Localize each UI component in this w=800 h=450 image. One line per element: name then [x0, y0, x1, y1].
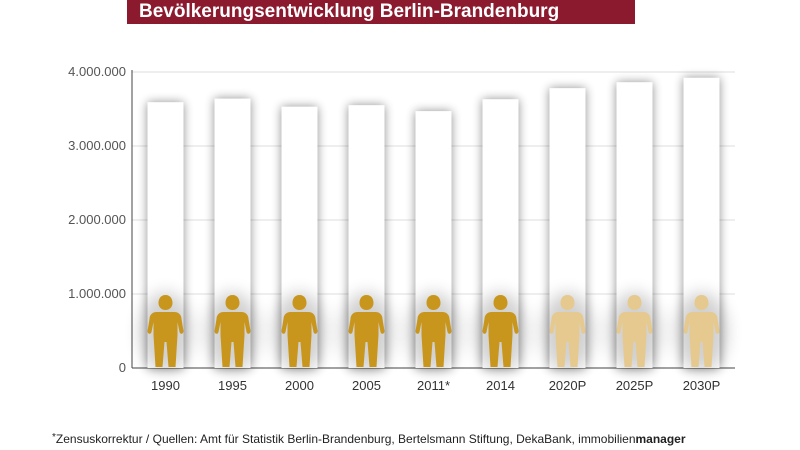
x-tick-label: 1990: [151, 378, 180, 393]
x-tick-label: 2000: [285, 378, 314, 393]
x-tick-label: 2030P: [683, 378, 721, 393]
y-tick-label: 1.000.000: [68, 286, 126, 301]
person-figure-icon: [214, 295, 251, 367]
x-tick-label: 2014: [486, 378, 515, 393]
person-figure-icon: [281, 295, 318, 367]
population-chart: 0 1.000.000 2.000.000 3.000.000 4.000.000 19…: [68, 64, 735, 393]
footnote-brand: manager: [635, 432, 686, 446]
bars: [139, 77, 728, 372]
chart-title: Bevölkerungsentwicklung Berlin-Brandenbu…: [127, 0, 635, 24]
x-tick-label: 2025P: [616, 378, 654, 393]
person-figure-icon: [616, 295, 653, 367]
person-figure-icon: [415, 295, 452, 367]
person-figure-icon: [482, 295, 519, 367]
person-figure-icon: [683, 295, 720, 367]
y-tick-label: 3.000.000: [68, 138, 126, 153]
x-tick-label: 2005: [352, 378, 381, 393]
footnote-star: *: [52, 432, 56, 443]
x-tick-label: 2011*: [417, 378, 450, 393]
footnote-text: Zensuskorrektur / Quellen: Amt für Stati…: [55, 432, 636, 446]
person-figure-icon: [549, 295, 586, 367]
y-tick-label: 0: [119, 360, 126, 375]
x-tick-label: 2020P: [549, 378, 587, 393]
source-footnote: *Zensuskorrektur / Quellen: Amt für Stat…: [52, 432, 686, 446]
y-tick-label: 2.000.000: [68, 212, 126, 227]
person-figure-icon: [147, 295, 184, 367]
x-axis-labels: 1990 1995 2000 2005 2011* 2014 2020P 2025P 2030P: [151, 378, 720, 393]
x-tick-label: 1995: [218, 378, 247, 393]
y-tick-label: 4.000.000: [68, 64, 126, 79]
person-figure-icon: [348, 295, 385, 367]
